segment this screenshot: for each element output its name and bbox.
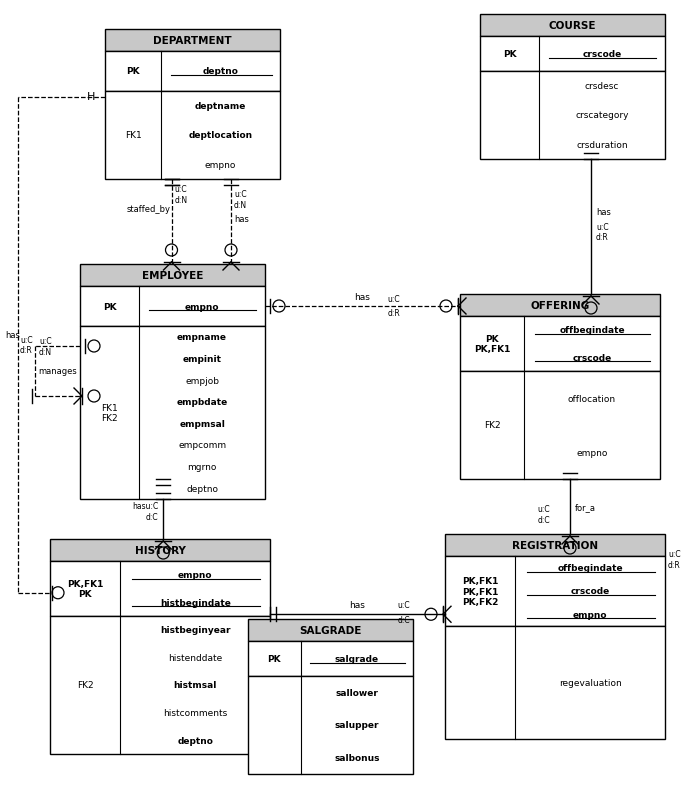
Text: salgrade: salgrade	[335, 654, 379, 663]
Text: crscode: crscode	[571, 587, 610, 596]
Text: FK2: FK2	[77, 681, 94, 690]
Text: PK,FK1
PK,FK1
PK,FK2: PK,FK1 PK,FK1 PK,FK2	[462, 577, 498, 606]
Bar	[50, 561, 270, 616]
Text: crscode: crscode	[582, 50, 622, 59]
Text: PK,FK1
PK: PK,FK1 PK	[67, 579, 104, 598]
Text: mgrno: mgrno	[188, 463, 217, 472]
Text: offbegindate: offbegindate	[559, 326, 625, 334]
Bar	[445, 534, 665, 557]
Text: FK1: FK1	[125, 132, 141, 140]
Bar	[460, 294, 660, 317]
Text: d:C: d:C	[397, 615, 410, 624]
Text: REGISTRATION: REGISTRATION	[512, 541, 598, 550]
Text: empmsal: empmsal	[179, 419, 225, 428]
Text: hasu:C
d:C: hasu:C d:C	[132, 502, 158, 521]
Text: crsduration: crsduration	[576, 140, 628, 150]
Text: COURSE: COURSE	[549, 21, 596, 31]
Bar	[480, 15, 665, 37]
Bar	[248, 619, 413, 642]
Text: deptname: deptname	[195, 102, 246, 111]
Text: empjob: empjob	[185, 376, 219, 385]
Text: histcomments: histcomments	[163, 708, 227, 717]
Text: histbegindate: histbegindate	[160, 598, 230, 607]
Text: u:C
d:N: u:C d:N	[234, 190, 247, 209]
Text: u:C: u:C	[387, 294, 400, 303]
Bar	[445, 557, 665, 626]
Bar	[50, 539, 270, 561]
Bar	[105, 92, 280, 180]
Text: has: has	[355, 292, 371, 301]
Text: u:C
d:N: u:C d:N	[39, 337, 52, 356]
Text: empinit: empinit	[183, 354, 221, 363]
Text: d:R: d:R	[387, 308, 400, 317]
Text: empname: empname	[177, 333, 227, 342]
Text: deptno: deptno	[186, 484, 218, 493]
Bar	[80, 265, 265, 286]
Bar	[480, 72, 665, 160]
Text: histbeginyear: histbeginyear	[160, 626, 230, 634]
Text: empno: empno	[185, 302, 219, 311]
Text: offlocation: offlocation	[568, 394, 616, 403]
Text: H: H	[87, 92, 95, 103]
Text: PK: PK	[503, 50, 516, 59]
Text: has: has	[234, 215, 249, 225]
Text: has: has	[5, 330, 20, 339]
Bar	[80, 286, 265, 326]
Text: empno: empno	[178, 570, 213, 580]
Bar	[248, 642, 413, 676]
Text: has: has	[350, 600, 366, 609]
Text: SALGRADE: SALGRADE	[299, 626, 362, 635]
Text: FK2: FK2	[484, 421, 500, 430]
Text: PK: PK	[268, 654, 282, 663]
Text: staffed_by: staffed_by	[126, 205, 170, 214]
Text: u:C
d:R: u:C d:R	[596, 222, 609, 242]
Text: regevaluation: regevaluation	[559, 678, 622, 687]
Text: deptlocation: deptlocation	[188, 132, 253, 140]
Bar	[50, 616, 270, 754]
Text: empbdate: empbdate	[177, 398, 228, 407]
Bar	[460, 317, 660, 371]
Text: histenddate: histenddate	[168, 653, 222, 662]
Text: PK: PK	[126, 67, 140, 76]
Bar	[80, 326, 265, 500]
Bar	[460, 371, 660, 480]
Text: FK1
FK2: FK1 FK2	[101, 403, 118, 423]
Bar	[105, 52, 280, 92]
Text: empno: empno	[205, 160, 236, 169]
Text: PK: PK	[103, 302, 117, 311]
Text: OFFERING: OFFERING	[531, 301, 590, 310]
Text: has: has	[596, 208, 611, 217]
Bar	[105, 30, 280, 52]
Text: for_a: for_a	[575, 502, 596, 512]
Text: empno: empno	[576, 448, 608, 457]
Text: HISTORY: HISTORY	[135, 545, 186, 555]
Text: u:C
d:N: u:C d:N	[175, 185, 188, 205]
Text: salupper: salupper	[335, 721, 379, 730]
Text: PK
PK,FK1: PK PK,FK1	[474, 334, 510, 354]
Text: u:C: u:C	[397, 600, 410, 609]
Text: manages: manages	[38, 367, 77, 376]
Text: deptno: deptno	[177, 735, 213, 745]
Text: salbonus: salbonus	[334, 753, 380, 762]
Text: crsdesc: crsdesc	[585, 82, 620, 91]
Text: crscode: crscode	[573, 354, 611, 363]
Bar	[480, 37, 665, 72]
Text: offbegindate: offbegindate	[558, 564, 623, 573]
Text: DEPARTMENT: DEPARTMENT	[153, 36, 232, 46]
Text: u:C
d:R: u:C d:R	[20, 335, 32, 354]
Text: EMPLOYEE: EMPLOYEE	[142, 270, 203, 281]
Text: empno: empno	[573, 610, 607, 619]
Text: u:C
d:C: u:C d:C	[538, 504, 550, 524]
Text: u:C
d:R: u:C d:R	[668, 549, 681, 569]
Text: empcomm: empcomm	[178, 441, 226, 450]
Bar	[445, 626, 665, 739]
Text: histmsal: histmsal	[173, 681, 217, 690]
Bar	[248, 676, 413, 774]
Text: sallower: sallower	[335, 688, 378, 697]
Text: deptno: deptno	[203, 67, 239, 76]
Text: crscategory: crscategory	[575, 111, 629, 120]
